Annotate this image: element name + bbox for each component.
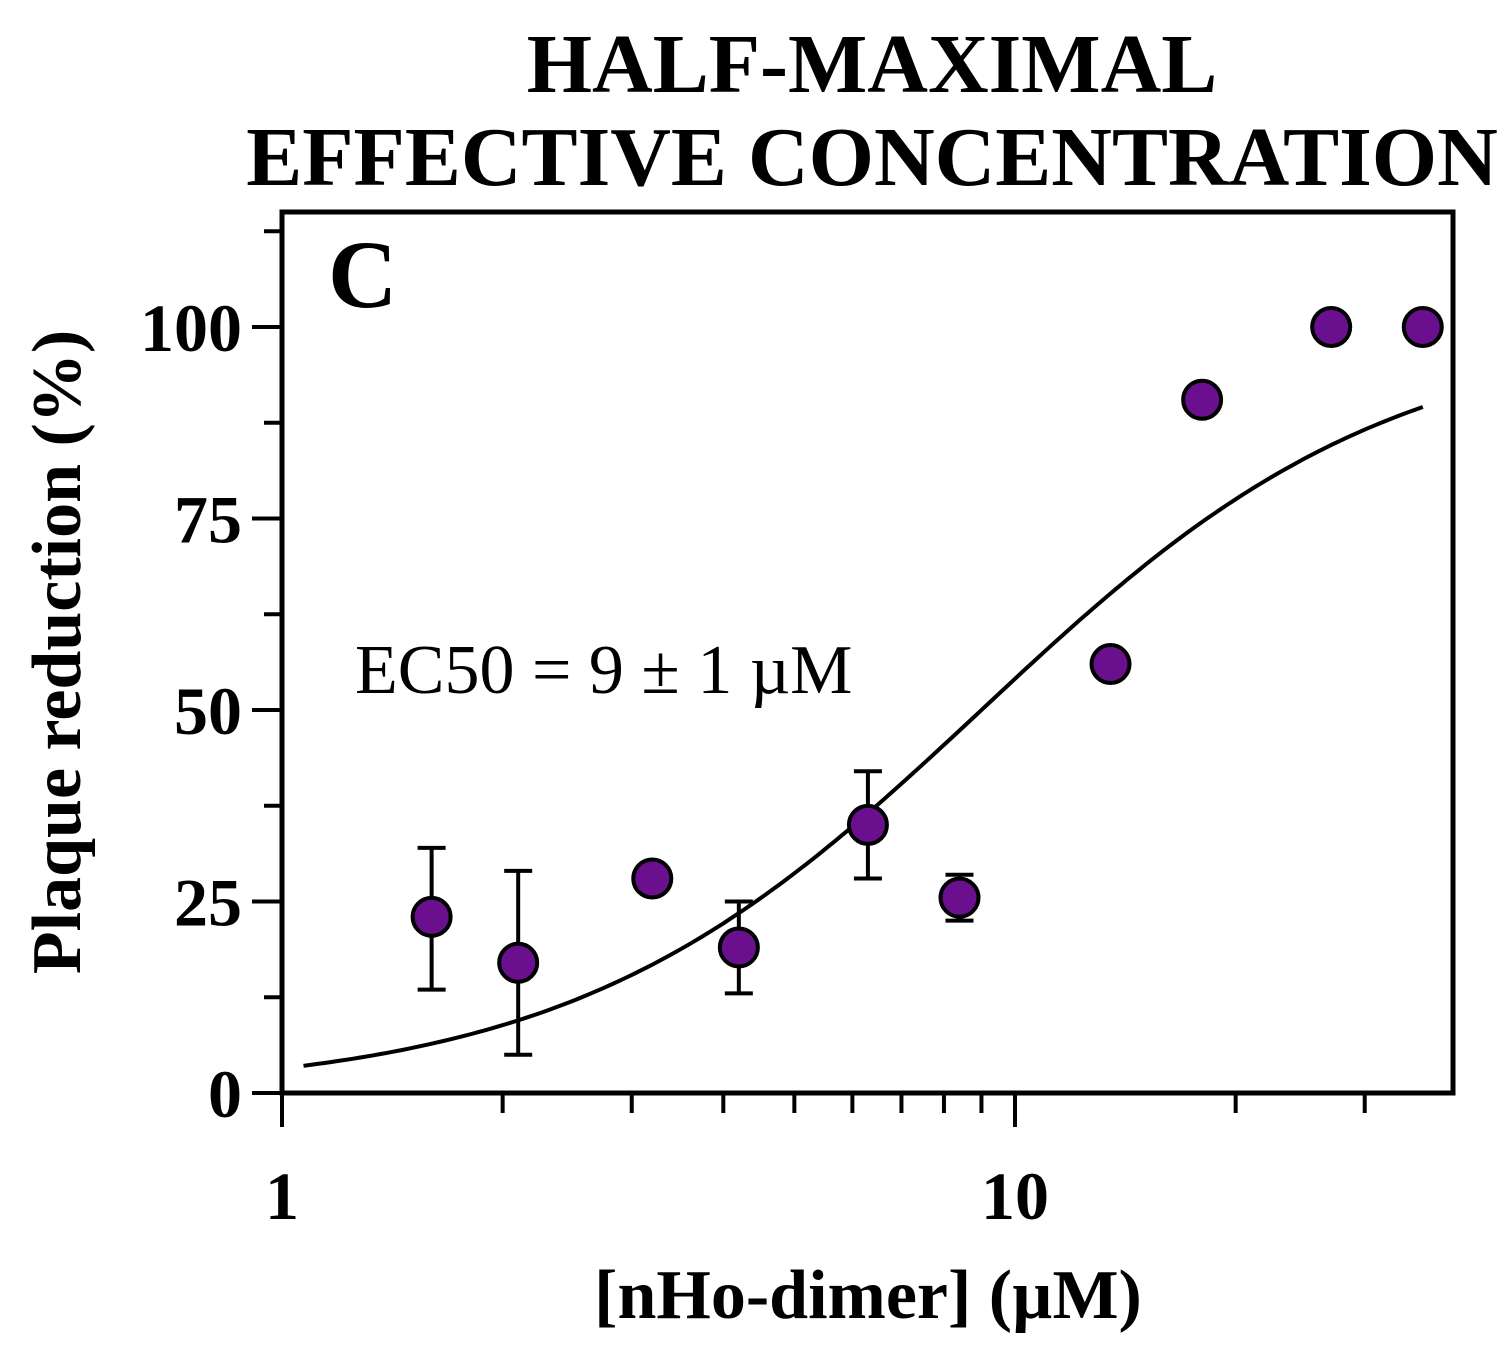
y-tick-label: 0 bbox=[208, 1056, 242, 1132]
x-axis-label: [nHo-dimer] (µM) bbox=[594, 1257, 1142, 1334]
x-tick-label: 10 bbox=[981, 1158, 1049, 1234]
data-point bbox=[717, 926, 760, 969]
x-axis: 1 10 bbox=[265, 1093, 1367, 1234]
data-point bbox=[1310, 306, 1353, 348]
plot-frame bbox=[279, 209, 1456, 1096]
data-point bbox=[410, 895, 453, 938]
y-axis: 0 25 50 75 100 bbox=[140, 229, 282, 1132]
data-point bbox=[1401, 306, 1444, 348]
chart-title-line-2: EFFECTIVE CONCENTRATION bbox=[246, 111, 1497, 204]
data-points bbox=[410, 306, 1444, 984]
data-point bbox=[1181, 378, 1224, 421]
panel-label: C bbox=[328, 221, 397, 328]
data-point bbox=[1089, 643, 1132, 686]
data-point bbox=[631, 857, 674, 900]
x-tick-label: 1 bbox=[265, 1158, 299, 1234]
data-point bbox=[846, 803, 889, 846]
fit-curve bbox=[303, 405, 1424, 1068]
data-point bbox=[497, 941, 540, 984]
y-tick-label: 75 bbox=[174, 482, 242, 558]
y-tick-label: 25 bbox=[174, 865, 242, 941]
y-tick-label: 100 bbox=[140, 290, 242, 366]
error-bars bbox=[417, 769, 974, 1057]
data-point bbox=[938, 876, 981, 919]
y-axis-label: Plaque reduction (%) bbox=[19, 330, 96, 974]
ec50-annotation: EC50 = 9 ± 1 µM bbox=[355, 632, 852, 709]
y-tick-label: 50 bbox=[174, 673, 242, 749]
chart-title-line-1: HALF-MAXIMAL bbox=[527, 18, 1218, 111]
